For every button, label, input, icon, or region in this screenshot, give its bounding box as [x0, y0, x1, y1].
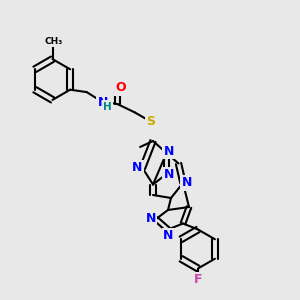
- Text: O: O: [115, 81, 126, 94]
- Text: N: N: [182, 176, 192, 190]
- Text: N: N: [146, 212, 156, 225]
- Text: N: N: [98, 95, 108, 109]
- Text: S: S: [146, 115, 155, 128]
- Text: N: N: [164, 145, 174, 158]
- Text: N: N: [164, 168, 174, 182]
- Text: H: H: [103, 101, 112, 112]
- Text: F: F: [194, 273, 202, 286]
- Text: N: N: [163, 229, 173, 242]
- Text: N: N: [132, 161, 142, 174]
- Text: CH₃: CH₃: [45, 37, 63, 46]
